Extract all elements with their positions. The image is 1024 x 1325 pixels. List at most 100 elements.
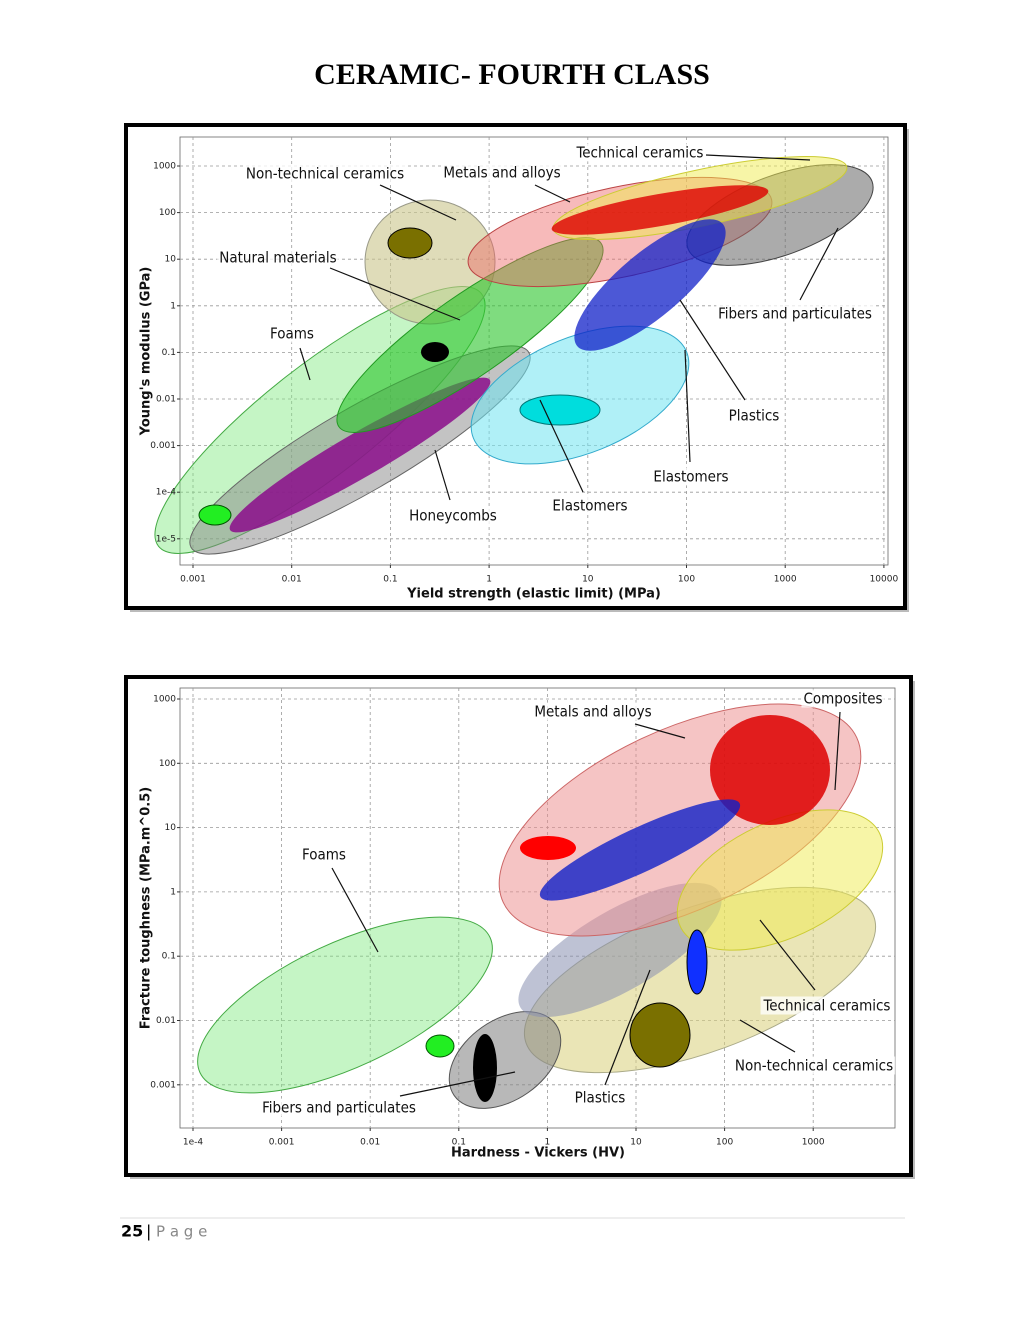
x-tick-label: 1 bbox=[486, 575, 492, 585]
annotation: Fibers and particulates bbox=[718, 305, 872, 323]
leader-line bbox=[759, 919, 816, 991]
annotation: Metals and alloys bbox=[443, 164, 560, 182]
x-tick-label: 1000 bbox=[802, 1138, 825, 1148]
leader-line bbox=[679, 299, 746, 401]
leader-line bbox=[434, 449, 451, 501]
y-tick-label: 1 bbox=[170, 887, 176, 897]
y-tick-label: 100 bbox=[159, 208, 176, 218]
blob bbox=[629, 1002, 691, 1068]
y-tick-label: 0.01 bbox=[156, 395, 176, 405]
y-tick-label: 1 bbox=[170, 301, 176, 311]
x-tick-label: 1 bbox=[545, 1138, 551, 1148]
annotation-bg bbox=[651, 467, 731, 486]
page-number: 25 bbox=[121, 1222, 143, 1241]
x-axis-label: Yield strength (elastic limit) (MPa) bbox=[406, 587, 661, 602]
annotation: Foams bbox=[270, 325, 314, 343]
annotation-bg bbox=[217, 248, 339, 267]
annotation: Fibers and particulates bbox=[262, 1099, 416, 1117]
y-tick-label: 0.01 bbox=[156, 1016, 176, 1026]
annotation-bg bbox=[550, 496, 630, 515]
x-tick-label: 1e-4 bbox=[183, 1138, 204, 1148]
leader-line bbox=[684, 349, 691, 463]
annotation: Non-technical ceramics bbox=[735, 1057, 893, 1075]
annotation-bg bbox=[532, 702, 654, 721]
annotation: Natural materials bbox=[219, 249, 336, 267]
annotation-bg bbox=[801, 689, 885, 708]
y-tick-label: 1000 bbox=[153, 162, 176, 172]
y-tick-label: 10 bbox=[165, 255, 177, 265]
leader-line bbox=[534, 184, 571, 203]
annotation-bg bbox=[573, 143, 706, 162]
y-tick-label: 10 bbox=[165, 823, 177, 833]
blob bbox=[710, 715, 830, 825]
annotation: Foams bbox=[302, 846, 346, 864]
footer-label: P a g e bbox=[156, 1223, 207, 1241]
leader-line bbox=[705, 154, 811, 161]
annotation-bg bbox=[243, 164, 407, 183]
envelopes bbox=[197, 703, 884, 1109]
tech-ceramics-envelope bbox=[676, 809, 884, 951]
elastomers-envelope bbox=[470, 325, 690, 465]
annotation-bg bbox=[268, 324, 316, 343]
annotation-bg bbox=[716, 304, 874, 323]
x-tick-label: 100 bbox=[678, 575, 695, 585]
y-tick-label: 1000 bbox=[153, 695, 176, 705]
blob bbox=[520, 836, 576, 860]
annotation: Non-technical ceramics bbox=[246, 165, 404, 183]
blob bbox=[425, 1034, 455, 1058]
y-tick-label: 0.1 bbox=[162, 952, 176, 962]
y-tick-label: 0.001 bbox=[150, 1080, 176, 1090]
blob bbox=[473, 1034, 497, 1102]
leader-line bbox=[739, 1019, 796, 1053]
leader-line bbox=[299, 347, 311, 381]
y-axis-label: Fracture toughness (MPa.m^0.5) bbox=[139, 787, 154, 1029]
blob bbox=[198, 504, 232, 526]
annotation-bg bbox=[732, 1056, 896, 1075]
annotation: Metals and alloys bbox=[534, 703, 651, 721]
footer-separator: | bbox=[146, 1222, 151, 1241]
envelopes bbox=[154, 155, 874, 555]
page-title: CERAMIC- FOURTH CLASS bbox=[314, 58, 710, 91]
x-tick-label: 1000 bbox=[774, 575, 797, 585]
leader-line bbox=[834, 711, 841, 791]
annotation-bg bbox=[441, 163, 563, 182]
leader-line bbox=[329, 267, 461, 321]
leader-line bbox=[634, 723, 686, 739]
blob bbox=[229, 377, 491, 533]
x-tick-label: 0.01 bbox=[360, 1138, 380, 1148]
x-axis-label: Hardness - Vickers (HV) bbox=[451, 1146, 625, 1161]
plastics-envelope bbox=[574, 219, 726, 351]
leader-line bbox=[379, 184, 457, 221]
x-tick-label: 0.001 bbox=[180, 575, 206, 585]
foams-envelope bbox=[197, 916, 493, 1094]
leader-line bbox=[399, 1071, 516, 1097]
x-tick-label: 10 bbox=[582, 575, 594, 585]
blob bbox=[421, 342, 449, 362]
annotation: Composites bbox=[803, 690, 882, 708]
y-tick-label: 0.001 bbox=[150, 441, 176, 451]
x-tick-label: 100 bbox=[716, 1138, 733, 1148]
x-tick-label: 10000 bbox=[870, 575, 899, 585]
blob bbox=[551, 185, 769, 235]
leader-line bbox=[604, 969, 651, 1086]
x-tick-label: 0.1 bbox=[452, 1138, 466, 1148]
blob bbox=[539, 799, 741, 901]
annotation: Plastics bbox=[729, 407, 780, 425]
annotation: Plastics bbox=[575, 1089, 626, 1107]
leader-line bbox=[331, 867, 379, 953]
x-tick-label: 0.1 bbox=[383, 575, 397, 585]
y-tick-label: 1e-5 bbox=[156, 534, 176, 544]
annotation: Technical ceramics bbox=[576, 144, 704, 162]
x-tick-label: 0.01 bbox=[282, 575, 302, 585]
blob bbox=[519, 394, 601, 426]
y-tick-label: 1e-4 bbox=[156, 488, 177, 498]
y-tick-label: 100 bbox=[159, 759, 176, 769]
annotation: Honeycombs bbox=[409, 507, 497, 525]
annotation-bg bbox=[260, 1098, 418, 1117]
blob bbox=[387, 227, 433, 259]
annotation-bg bbox=[407, 506, 499, 525]
annotation-bg bbox=[760, 996, 893, 1015]
leader-line bbox=[539, 399, 584, 493]
